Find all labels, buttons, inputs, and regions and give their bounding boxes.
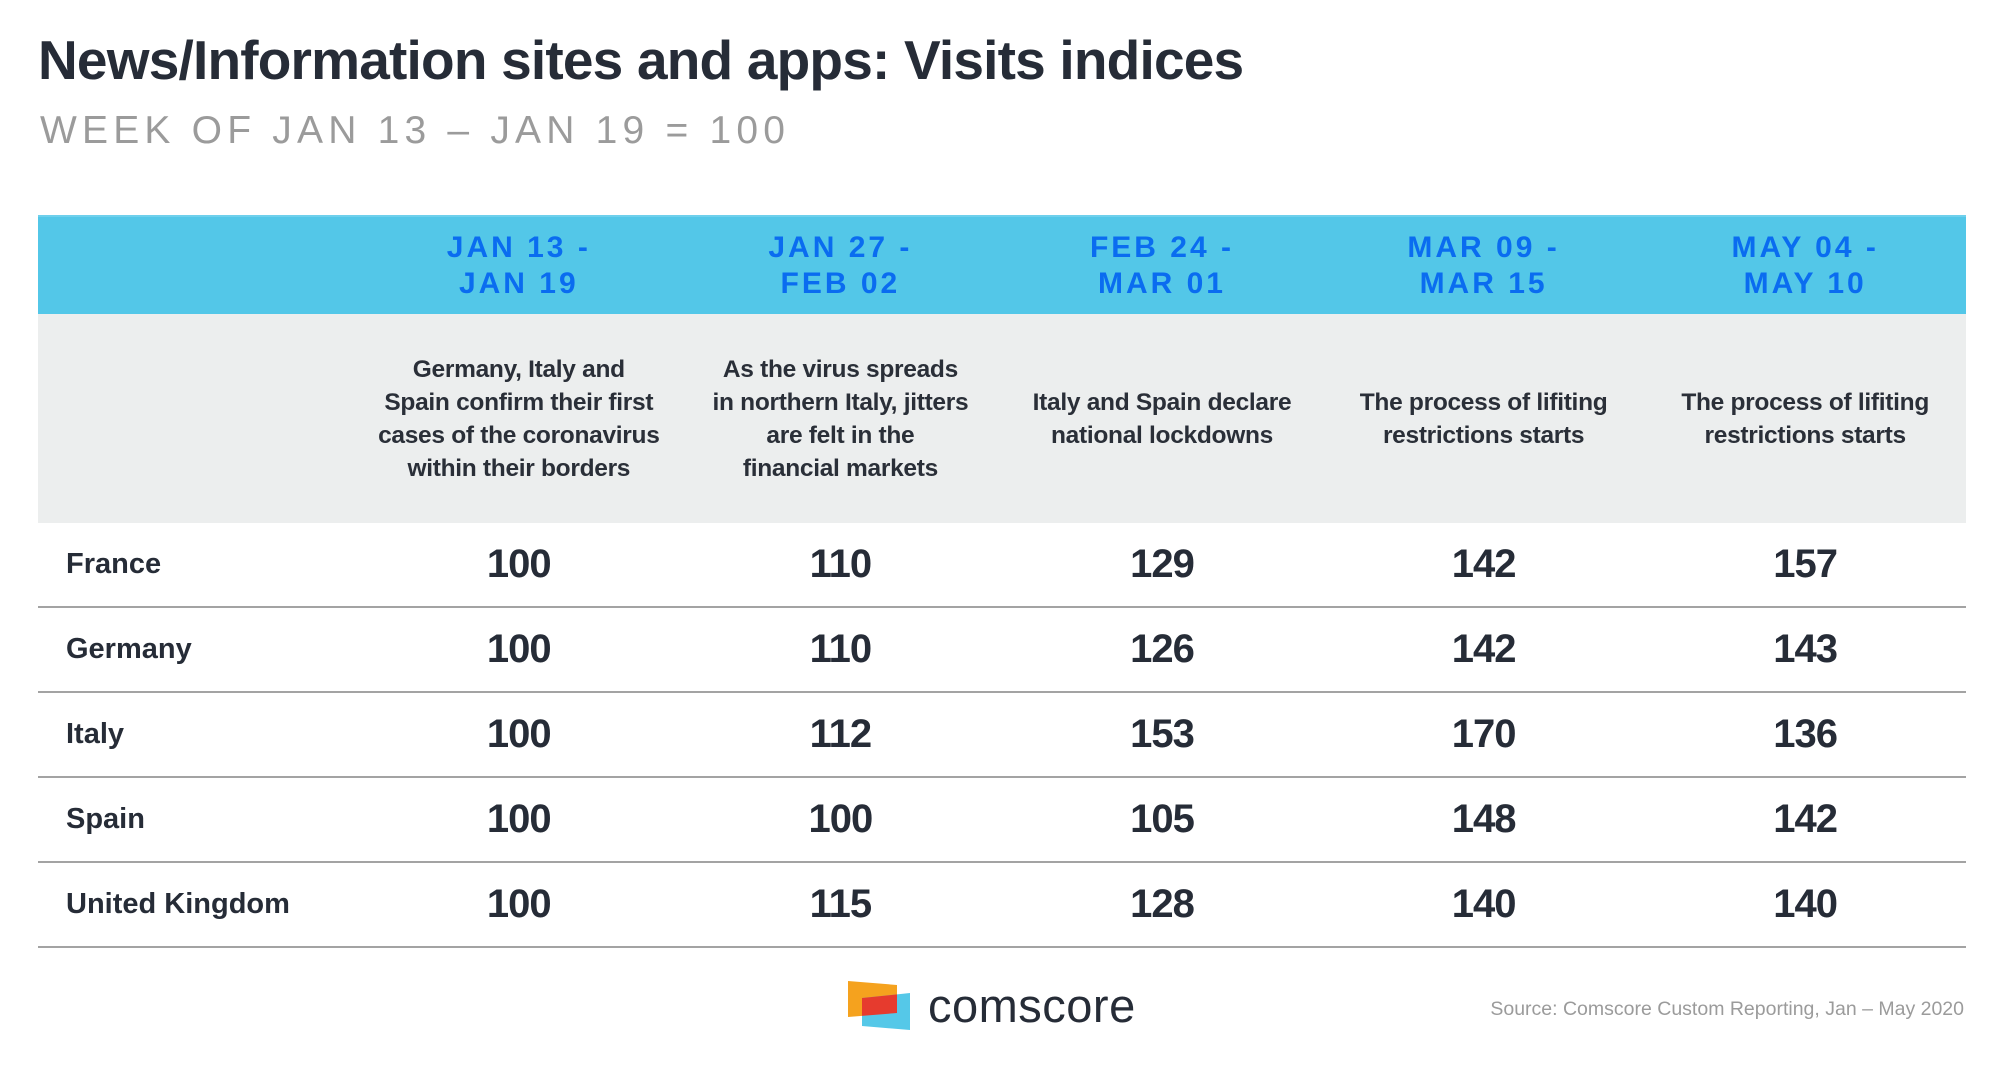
column-description-5: The process of lifiting restrictions sta… [1644, 314, 1966, 523]
column-header-1: JAN 13 - JAN 19 [358, 217, 680, 314]
table-description-row: Germany, Italy and Spain confirm their f… [38, 314, 1966, 523]
table-cell: 157 [1773, 542, 1838, 586]
logo-red-overlap [862, 993, 897, 1017]
page-subtitle: WEEK OF JAN 13 – JAN 19 = 100 [40, 109, 791, 152]
row-label: France [66, 548, 162, 580]
column-description-2: As the virus spreads in northern Italy, … [680, 314, 1002, 523]
column-header-5: MAY 04 - MAY 10 [1644, 217, 1966, 314]
table-cell: 100 [486, 712, 552, 756]
description-line: The process of lifiting [1681, 388, 1929, 416]
row-label: Italy [66, 718, 125, 750]
column-header-line: FEB 24 - [1089, 230, 1234, 264]
comscore-logo-icon [848, 981, 910, 1030]
table-cell: 115 [809, 882, 873, 926]
column-header-line: MAR 15 [1419, 266, 1548, 300]
description-line: financial markets [742, 454, 938, 482]
table-cell: 140 [1451, 882, 1517, 926]
table-cell: 112 [809, 712, 873, 756]
column-header-3: FEB 24 - MAR 01 [1001, 217, 1323, 314]
description-line: within their borders [407, 454, 631, 482]
table-cell: 153 [1130, 712, 1195, 756]
table-cell: 100 [486, 627, 552, 671]
column-header-line: MAR 01 [1097, 266, 1226, 300]
column-header-line: FEB 02 [780, 266, 901, 300]
table-cell: 100 [486, 797, 552, 841]
table-cell: 100 [486, 542, 552, 586]
table-cell: 148 [1451, 797, 1517, 841]
table-cell: 136 [1773, 712, 1838, 756]
row-label: Germany [66, 633, 192, 665]
description-line: The process of lifiting [1359, 388, 1608, 416]
description-line: are felt in the [766, 421, 915, 449]
table-cell: 128 [1130, 882, 1195, 926]
column-description-4: The process of lifiting restrictions sta… [1323, 314, 1645, 523]
row-label: United Kingdom [66, 888, 290, 920]
table-row-germany: Germany 100 110 126 142 143 [38, 608, 1966, 693]
column-header-line: MAY 10 [1743, 266, 1867, 300]
description-line: Italy and Spain declare [1032, 388, 1292, 416]
table-cell: 129 [1130, 542, 1195, 586]
description-label-cell [38, 314, 358, 523]
description-line: Spain confirm their first [384, 388, 654, 416]
table-cell: 126 [1130, 627, 1195, 671]
column-header-line: JAN 13 - [446, 230, 591, 264]
column-header-2: JAN 27 - FEB 02 [680, 217, 1002, 314]
visits-index-table: JAN 13 - JAN 19 JAN 27 - FEB 02 FEB 24 -… [38, 215, 1966, 948]
table-cell: 100 [486, 882, 552, 926]
table-row-italy: Italy 100 112 153 170 136 [38, 693, 1966, 778]
column-description-3: Italy and Spain declare national lockdow… [1001, 314, 1323, 523]
column-description-1: Germany, Italy and Spain confirm their f… [358, 314, 680, 523]
column-header-line: JAN 19 [458, 266, 579, 300]
table-cell: 105 [1130, 797, 1195, 841]
description-line: restrictions starts [1704, 421, 1907, 449]
page-title: News/Information sites and apps: Visits … [38, 29, 1244, 91]
description-line: in northern Italy, jitters [712, 388, 969, 416]
row-label: Spain [66, 803, 145, 835]
description-line: As the virus spreads [722, 355, 958, 383]
description-line: restrictions starts [1382, 421, 1585, 449]
table-cell: 142 [1451, 627, 1517, 671]
description-line: cases of the coronavirus [378, 421, 660, 449]
table-header-row: JAN 13 - JAN 19 JAN 27 - FEB 02 FEB 24 -… [38, 215, 1966, 314]
table-row-united-kingdom: United Kingdom 100 115 128 140 140 [38, 863, 1966, 948]
column-header-line: JAN 27 - [768, 230, 913, 264]
description-line: Germany, Italy and [412, 355, 625, 383]
table-cell: 100 [808, 797, 874, 841]
table-cell: 110 [809, 627, 873, 671]
source-note: Source: Comscore Custom Reporting, Jan –… [1490, 998, 1964, 1020]
comscore-logo-text: comscore [928, 979, 1136, 1032]
table-cell: 143 [1773, 627, 1838, 671]
table-row-spain: Spain 100 100 105 148 142 [38, 778, 1966, 863]
table-row-france: France 100 110 129 142 157 [38, 523, 1966, 608]
table-cell: 170 [1451, 712, 1517, 756]
column-header-4: MAR 09 - MAR 15 [1323, 217, 1645, 314]
table-cell: 142 [1773, 797, 1838, 841]
table-cell: 140 [1773, 882, 1838, 926]
column-header-line: MAR 09 - [1407, 230, 1560, 264]
column-header-line: MAY 04 - [1731, 230, 1879, 264]
description-line: national lockdowns [1051, 421, 1273, 449]
header-label-cell [38, 217, 358, 314]
table-cell: 110 [809, 542, 873, 586]
table-cell: 142 [1451, 542, 1517, 586]
